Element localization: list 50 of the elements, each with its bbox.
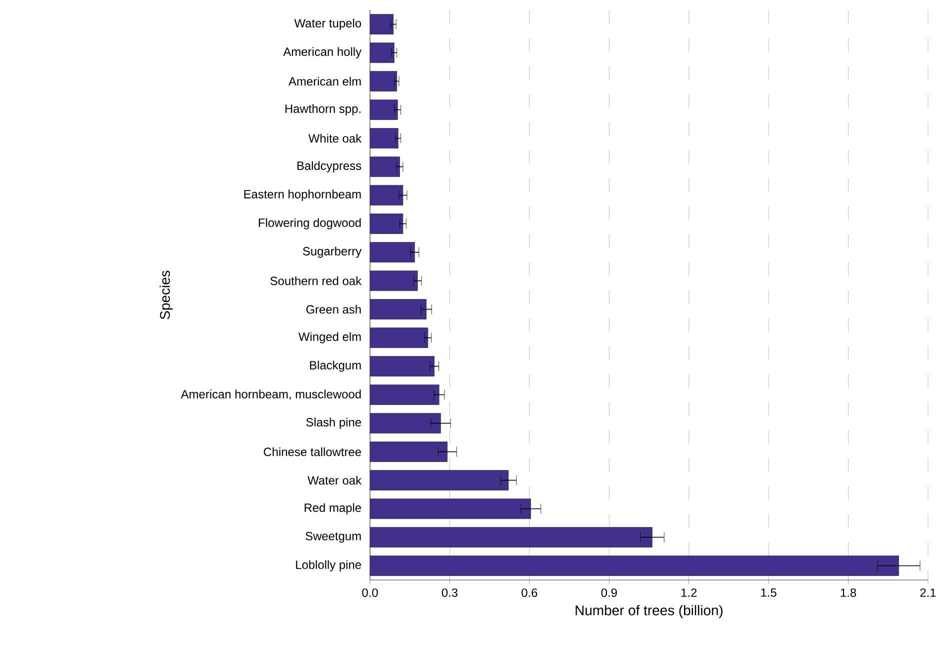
bar [370, 384, 440, 405]
bar [370, 470, 509, 490]
y-tick-label: Southern red oak [270, 276, 362, 286]
y-tick-label: Flowering dogwood [258, 218, 361, 230]
bar [370, 356, 435, 376]
x-tick-label: 1.8 [840, 588, 856, 597]
y-tick-label: Red maple [304, 503, 362, 514]
y-tick-label: Hawthorn spp. [285, 104, 360, 116]
bar [370, 156, 400, 177]
y-axis-title: Species [160, 270, 173, 320]
y-tick-label: White oak [308, 134, 362, 143]
y-tick-label: Blackgum [310, 360, 361, 372]
bar [370, 556, 899, 576]
bar [370, 185, 404, 206]
y-tick-label: Green ash [306, 304, 361, 314]
y-tick-label: American holly [283, 47, 362, 58]
y-tick-label: Loblolly pine [296, 560, 361, 572]
x-tick-label: 0.6 [522, 588, 538, 597]
x-tick-label: 1.2 [681, 588, 697, 597]
y-tick-label: Water tupelo [294, 18, 362, 30]
bar [370, 270, 418, 291]
y-tick-label: Eastern hophornbeam [244, 190, 361, 201]
x-tick-label: 0.9 [601, 588, 617, 597]
bar [370, 242, 415, 262]
x-tick-label: 2.1 [920, 588, 936, 597]
bar [370, 128, 398, 148]
y-tick-label: Sugarberry [302, 246, 362, 258]
y-tick-label: Baldcypress [297, 161, 362, 172]
bar [370, 328, 428, 348]
bar [370, 100, 398, 120]
bar [370, 498, 531, 519]
y-tick-label: Water oak [308, 476, 362, 485]
y-tick-label: Slash pine [306, 418, 362, 429]
x-tick-label: 0.3 [442, 588, 458, 597]
bar [370, 214, 404, 234]
bar [370, 442, 448, 462]
bar [370, 14, 394, 34]
bar [370, 42, 394, 63]
x-axis-title: Number of trees (billion) [576, 605, 723, 618]
y-tick-label: American elm [288, 76, 361, 86]
y-tick-label: Chinese tallowtree [264, 447, 361, 456]
bar [370, 71, 398, 92]
y-tick-label: Sweetgum [306, 532, 361, 543]
bar [370, 527, 652, 548]
x-tick-label: 0.0 [362, 588, 378, 597]
bar [370, 299, 427, 320]
y-tick-label: Winged elm [298, 332, 361, 344]
x-tick-label: 1.5 [761, 588, 776, 597]
bar [370, 413, 441, 434]
y-tick-label: American hornbeam, musclewood [180, 390, 361, 400]
